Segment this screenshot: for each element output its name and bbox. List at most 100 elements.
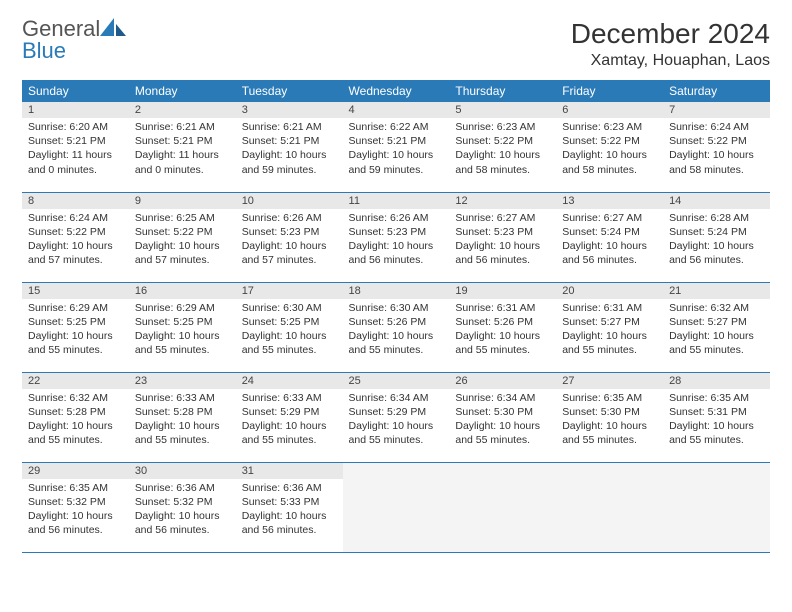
sunset-text: Sunset: 5:29 PM <box>242 405 337 419</box>
daylight-text: Daylight: 10 hours and 55 minutes. <box>28 329 123 357</box>
calendar-week-row: 29Sunrise: 6:35 AMSunset: 5:32 PMDayligh… <box>22 462 770 552</box>
day-details: Sunrise: 6:20 AMSunset: 5:21 PMDaylight:… <box>22 118 129 181</box>
daylight-text: Daylight: 10 hours and 55 minutes. <box>28 419 123 447</box>
sunset-text: Sunset: 5:29 PM <box>349 405 444 419</box>
day-details: Sunrise: 6:27 AMSunset: 5:23 PMDaylight:… <box>449 209 556 272</box>
calendar-cell: 2Sunrise: 6:21 AMSunset: 5:21 PMDaylight… <box>129 102 236 192</box>
day-number: 23 <box>129 373 236 389</box>
daylight-text: Daylight: 10 hours and 59 minutes. <box>242 148 337 176</box>
daylight-text: Daylight: 10 hours and 57 minutes. <box>28 239 123 267</box>
day-details: Sunrise: 6:29 AMSunset: 5:25 PMDaylight:… <box>22 299 129 362</box>
day-details: Sunrise: 6:36 AMSunset: 5:33 PMDaylight:… <box>236 479 343 542</box>
day-details: Sunrise: 6:27 AMSunset: 5:24 PMDaylight:… <box>556 209 663 272</box>
day-details: Sunrise: 6:36 AMSunset: 5:32 PMDaylight:… <box>129 479 236 542</box>
day-number: 29 <box>22 463 129 479</box>
calendar-week-row: 1Sunrise: 6:20 AMSunset: 5:21 PMDaylight… <box>22 102 770 192</box>
day-details: Sunrise: 6:26 AMSunset: 5:23 PMDaylight:… <box>236 209 343 272</box>
sunrise-text: Sunrise: 6:31 AM <box>562 301 657 315</box>
daylight-text: Daylight: 10 hours and 55 minutes. <box>562 419 657 447</box>
day-number: 18 <box>343 283 450 299</box>
sunrise-text: Sunrise: 6:35 AM <box>562 391 657 405</box>
day-details: Sunrise: 6:26 AMSunset: 5:23 PMDaylight:… <box>343 209 450 272</box>
calendar-cell: 3Sunrise: 6:21 AMSunset: 5:21 PMDaylight… <box>236 102 343 192</box>
day-details: Sunrise: 6:31 AMSunset: 5:26 PMDaylight:… <box>449 299 556 362</box>
sunset-text: Sunset: 5:23 PM <box>455 225 550 239</box>
sunrise-text: Sunrise: 6:30 AM <box>349 301 444 315</box>
sunrise-text: Sunrise: 6:27 AM <box>455 211 550 225</box>
day-number: 22 <box>22 373 129 389</box>
calendar-cell <box>556 462 663 552</box>
sunrise-text: Sunrise: 6:23 AM <box>562 120 657 134</box>
brand-logo: General Blue <box>22 18 126 62</box>
day-details: Sunrise: 6:35 AMSunset: 5:31 PMDaylight:… <box>663 389 770 452</box>
calendar-cell: 6Sunrise: 6:23 AMSunset: 5:22 PMDaylight… <box>556 102 663 192</box>
day-details: Sunrise: 6:29 AMSunset: 5:25 PMDaylight:… <box>129 299 236 362</box>
day-details: Sunrise: 6:24 AMSunset: 5:22 PMDaylight:… <box>663 118 770 181</box>
sunset-text: Sunset: 5:26 PM <box>349 315 444 329</box>
calendar-week-row: 8Sunrise: 6:24 AMSunset: 5:22 PMDaylight… <box>22 192 770 282</box>
sunset-text: Sunset: 5:23 PM <box>349 225 444 239</box>
brand-sail-icon <box>100 18 126 36</box>
day-number: 17 <box>236 283 343 299</box>
daylight-text: Daylight: 10 hours and 56 minutes. <box>455 239 550 267</box>
day-details: Sunrise: 6:23 AMSunset: 5:22 PMDaylight:… <box>449 118 556 181</box>
sunset-text: Sunset: 5:22 PM <box>28 225 123 239</box>
day-header-row: Sunday Monday Tuesday Wednesday Thursday… <box>22 80 770 102</box>
calendar-cell: 23Sunrise: 6:33 AMSunset: 5:28 PMDayligh… <box>129 372 236 462</box>
sunrise-text: Sunrise: 6:33 AM <box>135 391 230 405</box>
daylight-text: Daylight: 10 hours and 56 minutes. <box>28 509 123 537</box>
day-details: Sunrise: 6:34 AMSunset: 5:29 PMDaylight:… <box>343 389 450 452</box>
day-number: 14 <box>663 193 770 209</box>
day-header: Saturday <box>663 80 770 102</box>
calendar-cell: 19Sunrise: 6:31 AMSunset: 5:26 PMDayligh… <box>449 282 556 372</box>
calendar-cell: 9Sunrise: 6:25 AMSunset: 5:22 PMDaylight… <box>129 192 236 282</box>
calendar-cell: 21Sunrise: 6:32 AMSunset: 5:27 PMDayligh… <box>663 282 770 372</box>
sunset-text: Sunset: 5:27 PM <box>669 315 764 329</box>
day-number: 12 <box>449 193 556 209</box>
day-header: Tuesday <box>236 80 343 102</box>
sunrise-text: Sunrise: 6:21 AM <box>135 120 230 134</box>
day-number: 20 <box>556 283 663 299</box>
daylight-text: Daylight: 10 hours and 58 minutes. <box>455 148 550 176</box>
sunset-text: Sunset: 5:24 PM <box>669 225 764 239</box>
sunrise-text: Sunrise: 6:35 AM <box>28 481 123 495</box>
title-block: December 2024 Xamtay, Houaphan, Laos <box>571 18 770 70</box>
calendar-cell: 26Sunrise: 6:34 AMSunset: 5:30 PMDayligh… <box>449 372 556 462</box>
sunrise-text: Sunrise: 6:34 AM <box>349 391 444 405</box>
daylight-text: Daylight: 11 hours and 0 minutes. <box>135 148 230 176</box>
day-header: Wednesday <box>343 80 450 102</box>
sunrise-text: Sunrise: 6:24 AM <box>28 211 123 225</box>
sunset-text: Sunset: 5:21 PM <box>28 134 123 148</box>
day-number: 16 <box>129 283 236 299</box>
day-number: 11 <box>343 193 450 209</box>
sunrise-text: Sunrise: 6:30 AM <box>242 301 337 315</box>
calendar-cell: 24Sunrise: 6:33 AMSunset: 5:29 PMDayligh… <box>236 372 343 462</box>
calendar-cell <box>449 462 556 552</box>
calendar-cell: 18Sunrise: 6:30 AMSunset: 5:26 PMDayligh… <box>343 282 450 372</box>
daylight-text: Daylight: 11 hours and 0 minutes. <box>28 148 123 176</box>
day-details: Sunrise: 6:35 AMSunset: 5:32 PMDaylight:… <box>22 479 129 542</box>
sunset-text: Sunset: 5:24 PM <box>562 225 657 239</box>
sunset-text: Sunset: 5:22 PM <box>562 134 657 148</box>
calendar-week-row: 22Sunrise: 6:32 AMSunset: 5:28 PMDayligh… <box>22 372 770 462</box>
calendar-cell: 1Sunrise: 6:20 AMSunset: 5:21 PMDaylight… <box>22 102 129 192</box>
sunset-text: Sunset: 5:23 PM <box>242 225 337 239</box>
sunset-text: Sunset: 5:22 PM <box>669 134 764 148</box>
sunrise-text: Sunrise: 6:22 AM <box>349 120 444 134</box>
daylight-text: Daylight: 10 hours and 55 minutes. <box>349 419 444 447</box>
day-number: 3 <box>236 102 343 118</box>
day-number: 7 <box>663 102 770 118</box>
day-details: Sunrise: 6:23 AMSunset: 5:22 PMDaylight:… <box>556 118 663 181</box>
sunset-text: Sunset: 5:26 PM <box>455 315 550 329</box>
daylight-text: Daylight: 10 hours and 56 minutes. <box>349 239 444 267</box>
calendar-cell: 22Sunrise: 6:32 AMSunset: 5:28 PMDayligh… <box>22 372 129 462</box>
sunrise-text: Sunrise: 6:29 AM <box>135 301 230 315</box>
brand-word-2: Blue <box>22 38 66 63</box>
sunrise-text: Sunrise: 6:26 AM <box>242 211 337 225</box>
daylight-text: Daylight: 10 hours and 56 minutes. <box>242 509 337 537</box>
calendar-cell: 29Sunrise: 6:35 AMSunset: 5:32 PMDayligh… <box>22 462 129 552</box>
sunrise-text: Sunrise: 6:28 AM <box>669 211 764 225</box>
day-header: Sunday <box>22 80 129 102</box>
brand-text: General Blue <box>22 18 126 62</box>
day-details: Sunrise: 6:22 AMSunset: 5:21 PMDaylight:… <box>343 118 450 181</box>
